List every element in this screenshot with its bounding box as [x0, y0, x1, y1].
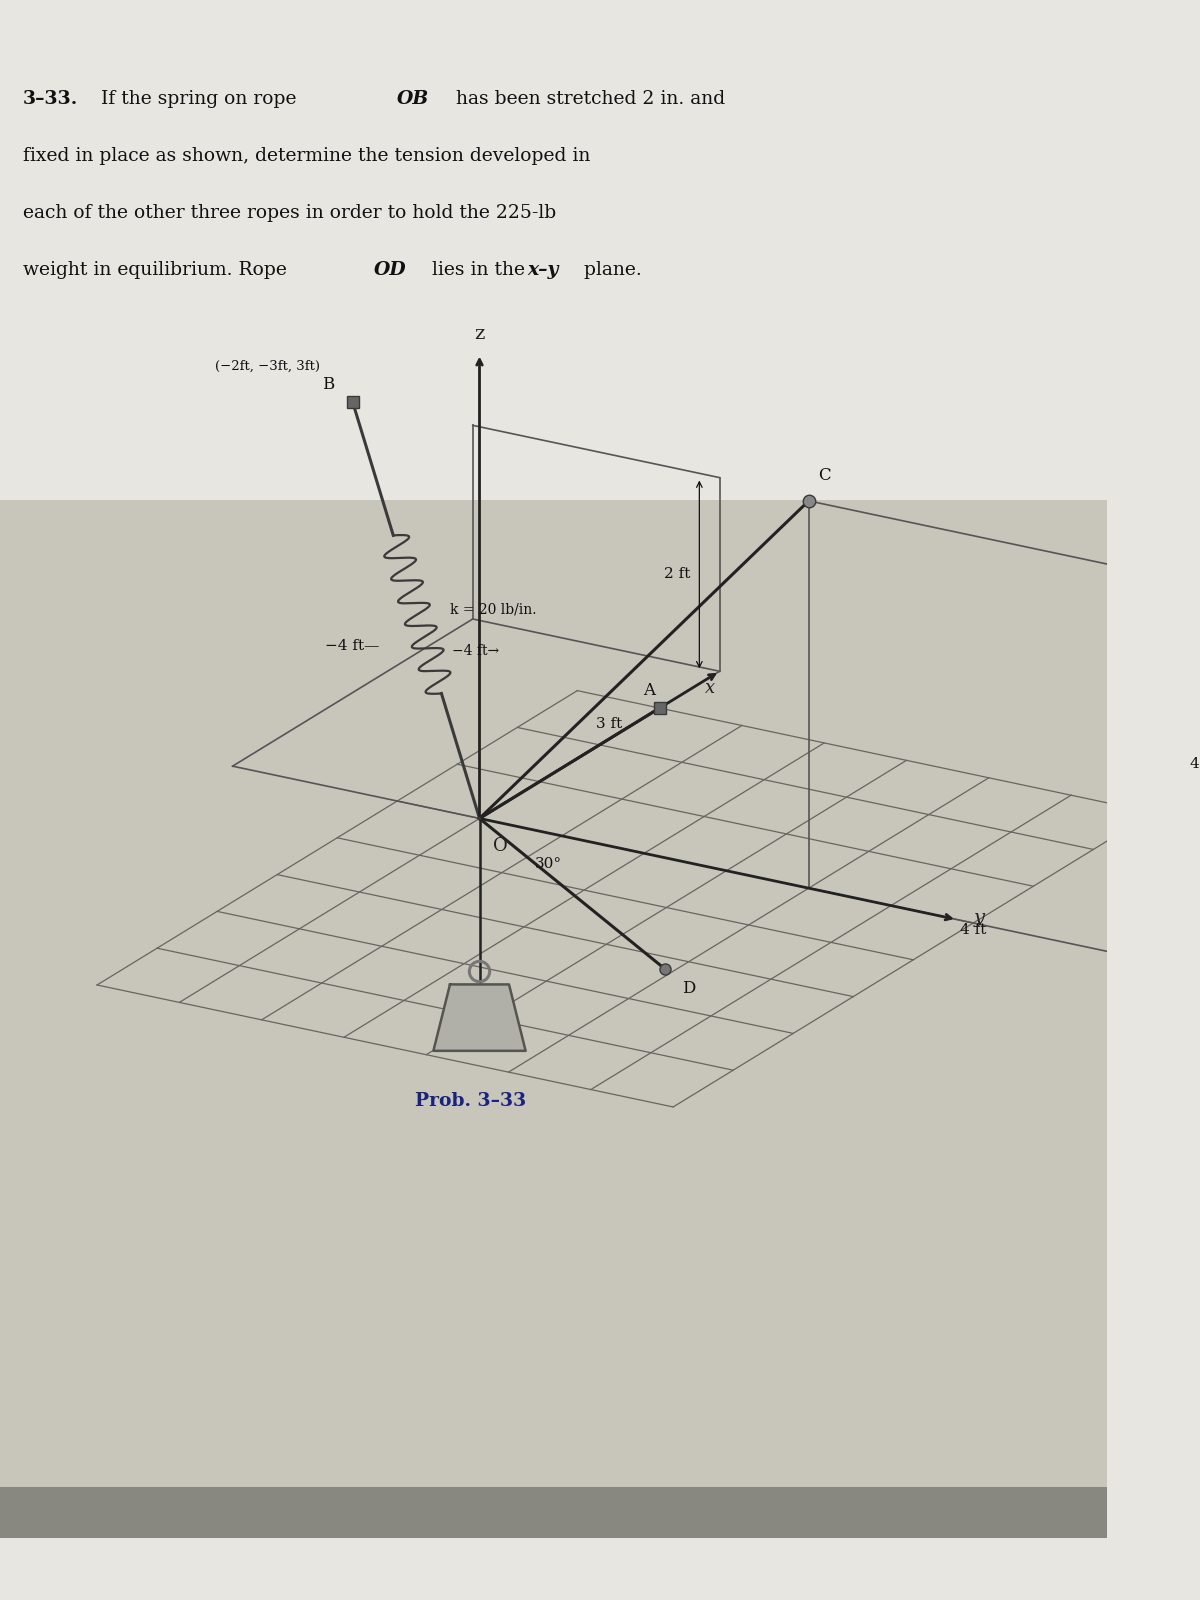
- Text: C: C: [818, 467, 830, 485]
- FancyBboxPatch shape: [0, 62, 1106, 506]
- Text: plane.: plane.: [578, 261, 642, 280]
- Text: 3 ft: 3 ft: [595, 717, 622, 731]
- Text: B: B: [322, 376, 335, 394]
- FancyBboxPatch shape: [0, 1486, 1106, 1538]
- Text: 30°: 30°: [535, 858, 563, 870]
- Text: k = 20 lb/in.: k = 20 lb/in.: [450, 603, 536, 618]
- Text: weight in equilibrium. Rope: weight in equilibrium. Rope: [23, 261, 293, 280]
- Text: z: z: [474, 325, 485, 342]
- Text: 2 ft: 2 ft: [664, 568, 690, 581]
- Text: O: O: [493, 837, 508, 854]
- Text: A: A: [643, 682, 655, 699]
- Text: (−2ft, −3ft, 3ft): (−2ft, −3ft, 3ft): [215, 360, 320, 373]
- FancyBboxPatch shape: [0, 501, 1106, 1486]
- Text: each of the other three ropes in order to hold the 225-lb: each of the other three ropes in order t…: [23, 205, 557, 222]
- Text: D: D: [682, 981, 695, 997]
- Text: −4 ft—: −4 ft—: [325, 640, 380, 653]
- Text: y: y: [973, 909, 984, 926]
- Text: fixed in place as shown, determine the tension developed in: fixed in place as shown, determine the t…: [23, 147, 590, 165]
- Text: If the spring on rope: If the spring on rope: [102, 90, 302, 107]
- Text: 4 ft: 4 ft: [960, 923, 986, 938]
- Text: has been stretched 2 in. and: has been stretched 2 in. and: [450, 90, 725, 107]
- Text: 3–33.: 3–33.: [23, 90, 78, 107]
- Text: OD: OD: [373, 261, 406, 280]
- Text: 4 ft: 4 ft: [1190, 757, 1200, 771]
- Text: x–y: x–y: [528, 261, 559, 280]
- Text: OB: OB: [396, 90, 428, 107]
- Polygon shape: [433, 984, 526, 1051]
- Text: Prob. 3–33: Prob. 3–33: [415, 1093, 526, 1110]
- Text: −4 ft→: −4 ft→: [452, 643, 499, 658]
- Text: lies in the: lies in the: [426, 261, 532, 280]
- Text: x: x: [706, 678, 715, 696]
